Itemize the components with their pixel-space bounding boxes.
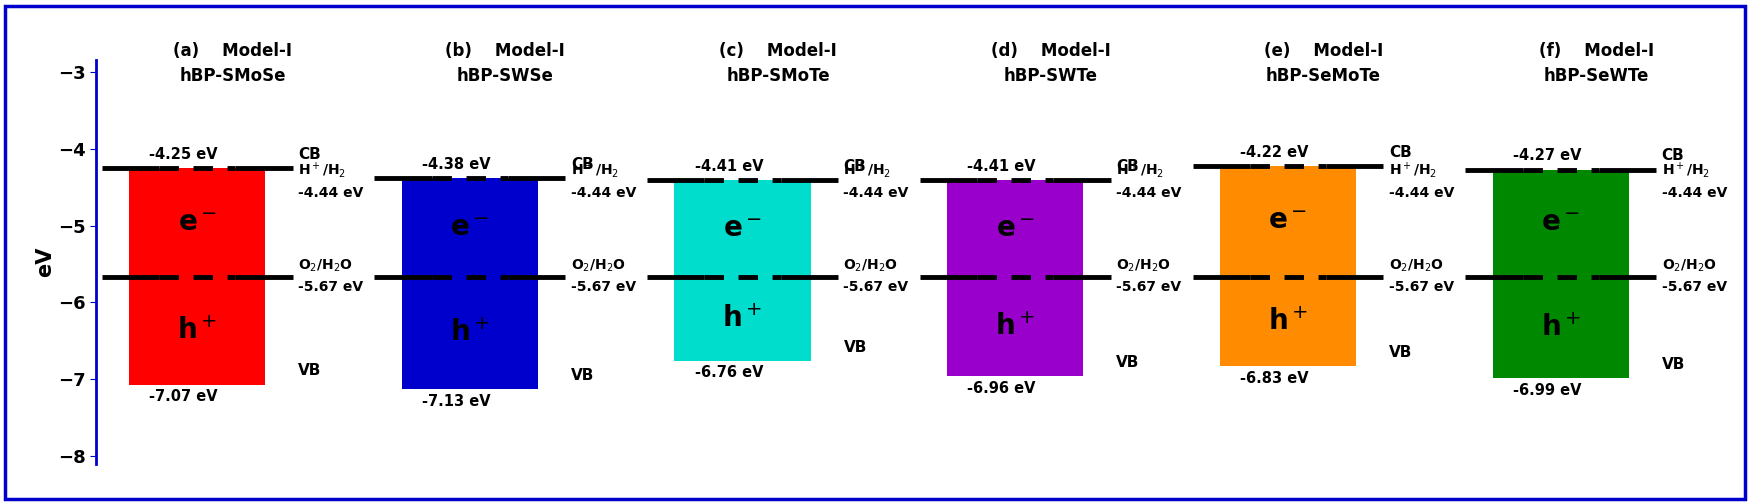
Text: h$^+$: h$^+$ <box>1540 314 1580 342</box>
Text: VB: VB <box>1116 355 1139 370</box>
Text: -4.41 eV: -4.41 eV <box>695 159 763 174</box>
Title: (d)    Model-I: (d) Model-I <box>990 42 1111 60</box>
Text: O$_2$/H$_2$O: O$_2$/H$_2$O <box>570 258 626 274</box>
Bar <box>402 178 537 389</box>
Text: -6.76 eV: -6.76 eV <box>695 365 763 381</box>
Title: (a)    Model-I: (a) Model-I <box>173 42 292 60</box>
Text: O$_2$/H$_2$O: O$_2$/H$_2$O <box>1390 258 1444 274</box>
Text: -4.44 eV: -4.44 eV <box>298 185 364 200</box>
Text: -4.41 eV: -4.41 eV <box>968 159 1036 174</box>
Text: hBP-SWTe: hBP-SWTe <box>1004 67 1097 85</box>
Text: h$^+$: h$^+$ <box>450 319 490 347</box>
Text: -5.67 eV: -5.67 eV <box>570 280 635 294</box>
Text: H$^+$/H$_2$: H$^+$/H$_2$ <box>298 160 346 179</box>
Text: e$^-$: e$^-$ <box>1269 207 1307 235</box>
Text: -5.67 eV: -5.67 eV <box>1116 280 1181 294</box>
Text: -4.44 eV: -4.44 eV <box>844 185 908 200</box>
Text: hBP-SeWTe: hBP-SeWTe <box>1544 67 1648 85</box>
Text: VB: VB <box>298 363 322 379</box>
Bar <box>130 168 266 385</box>
Title: (c)    Model-I: (c) Model-I <box>719 42 836 60</box>
Text: O$_2$/H$_2$O: O$_2$/H$_2$O <box>298 258 354 274</box>
Text: CB: CB <box>1116 159 1139 174</box>
Text: h$^+$: h$^+$ <box>177 317 217 345</box>
Bar <box>1220 166 1356 366</box>
Text: -6.99 eV: -6.99 eV <box>1512 383 1582 398</box>
Text: CB: CB <box>570 157 593 172</box>
Text: CB: CB <box>844 159 866 174</box>
Text: -4.25 eV: -4.25 eV <box>149 147 217 162</box>
Text: -7.07 eV: -7.07 eV <box>149 389 217 404</box>
Text: hBP-SeMoTe: hBP-SeMoTe <box>1265 67 1381 85</box>
Text: H$^+$/H$_2$: H$^+$/H$_2$ <box>1661 160 1710 179</box>
Text: CB: CB <box>1661 148 1684 163</box>
Text: -5.67 eV: -5.67 eV <box>1390 280 1454 294</box>
Title: (e)    Model-I: (e) Model-I <box>1264 42 1382 60</box>
Text: H$^+$/H$_2$: H$^+$/H$_2$ <box>1390 160 1437 179</box>
Text: H$^+$/H$_2$: H$^+$/H$_2$ <box>844 160 891 179</box>
Text: H$^+$/H$_2$: H$^+$/H$_2$ <box>1116 160 1164 179</box>
Text: -4.44 eV: -4.44 eV <box>1661 185 1727 200</box>
Text: -4.38 eV: -4.38 eV <box>422 157 490 172</box>
Text: -4.27 eV: -4.27 eV <box>1512 148 1582 163</box>
Text: e$^-$: e$^-$ <box>1542 209 1580 237</box>
Text: -5.67 eV: -5.67 eV <box>844 280 908 294</box>
Text: O$_2$/H$_2$O: O$_2$/H$_2$O <box>1116 258 1171 274</box>
Text: O$_2$/H$_2$O: O$_2$/H$_2$O <box>844 258 898 274</box>
Text: -4.44 eV: -4.44 eV <box>1390 185 1454 200</box>
Text: H$^+$/H$_2$: H$^+$/H$_2$ <box>570 160 620 179</box>
Text: -4.44 eV: -4.44 eV <box>570 185 637 200</box>
Text: e$^-$: e$^-$ <box>177 209 217 236</box>
Text: hBP-SMoTe: hBP-SMoTe <box>726 67 830 85</box>
Text: -4.22 eV: -4.22 eV <box>1241 145 1309 160</box>
Y-axis label: eV: eV <box>35 247 56 277</box>
Text: h$^+$: h$^+$ <box>723 305 763 333</box>
Bar <box>674 180 810 361</box>
Text: -6.96 eV: -6.96 eV <box>968 381 1036 396</box>
Title: (f)    Model-I: (f) Model-I <box>1538 42 1654 60</box>
Bar <box>1493 169 1629 379</box>
Title: (b)    Model-I: (b) Model-I <box>446 42 565 60</box>
Text: e$^-$: e$^-$ <box>996 215 1034 242</box>
Text: -5.67 eV: -5.67 eV <box>1661 280 1727 294</box>
Text: hBP-SWSe: hBP-SWSe <box>457 67 553 85</box>
Bar <box>947 180 1083 376</box>
Text: -7.13 eV: -7.13 eV <box>422 394 490 409</box>
Text: VB: VB <box>570 368 595 383</box>
Text: VB: VB <box>844 340 866 355</box>
Text: CB: CB <box>1390 145 1412 160</box>
Text: O$_2$/H$_2$O: O$_2$/H$_2$O <box>1661 258 1717 274</box>
Text: -4.44 eV: -4.44 eV <box>1116 185 1181 200</box>
Text: h$^+$: h$^+$ <box>996 312 1036 341</box>
Text: hBP-SMoSe: hBP-SMoSe <box>178 67 285 85</box>
Text: h$^+$: h$^+$ <box>1269 307 1307 336</box>
Text: CB: CB <box>298 147 320 162</box>
Text: VB: VB <box>1390 345 1412 360</box>
Text: -5.67 eV: -5.67 eV <box>298 280 364 294</box>
Text: e$^-$: e$^-$ <box>450 214 490 241</box>
Text: VB: VB <box>1661 357 1685 372</box>
Text: -6.83 eV: -6.83 eV <box>1241 371 1309 386</box>
Text: e$^-$: e$^-$ <box>723 215 763 242</box>
